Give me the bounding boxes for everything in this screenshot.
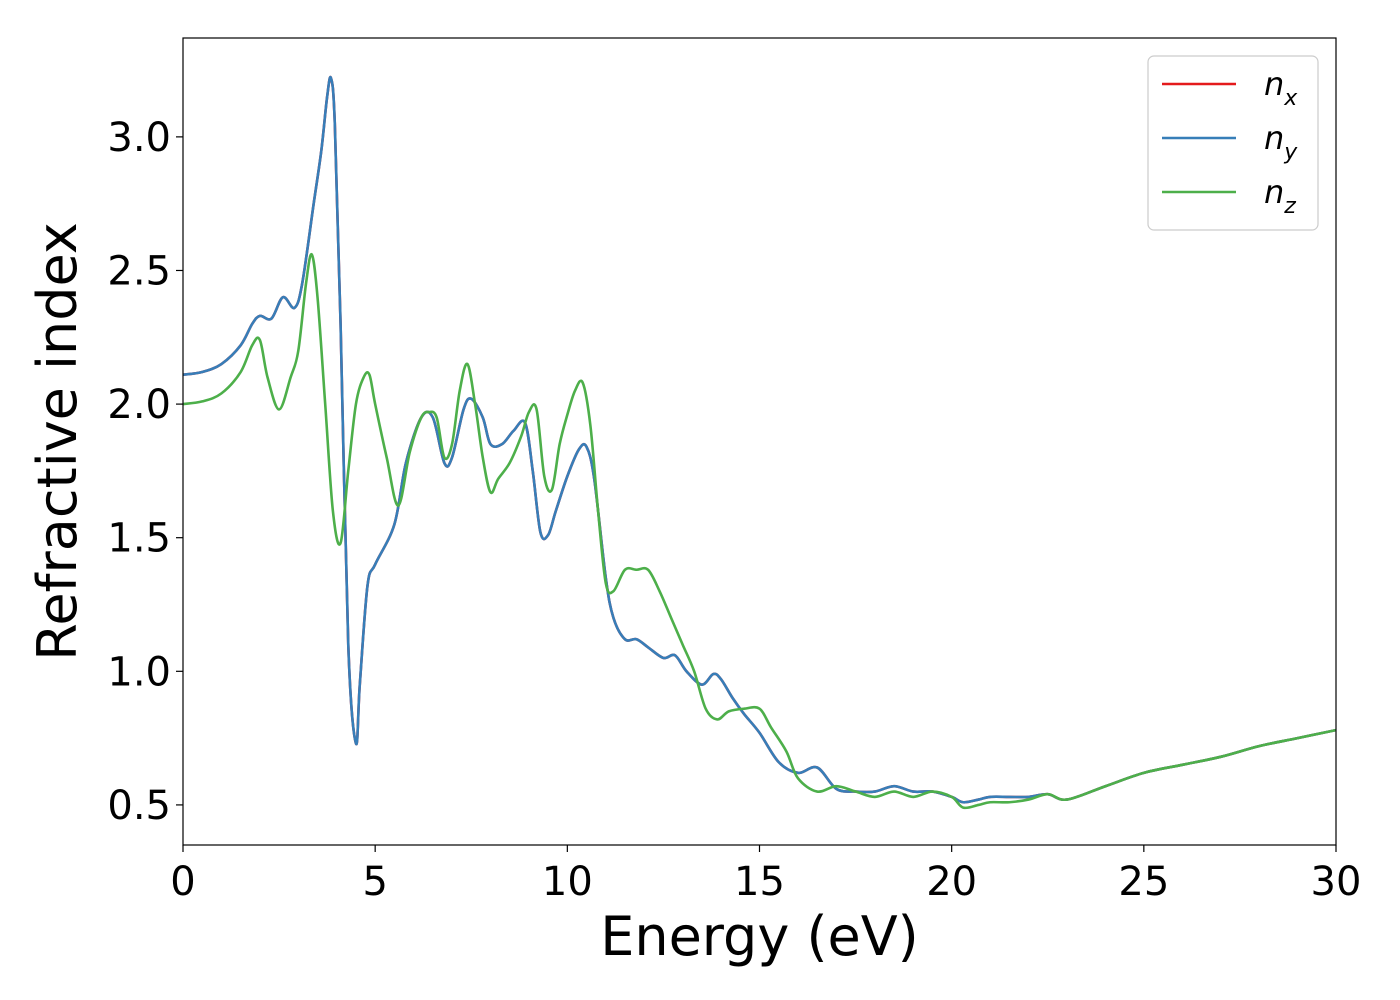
x-tick-label: 30: [1311, 859, 1362, 905]
x-tick-label: 5: [362, 859, 387, 905]
legend-label-z: nz: [1264, 173, 1296, 219]
y-tick-label: 2.0: [107, 382, 171, 428]
legend-label-y: ny: [1264, 119, 1298, 165]
y-tick-label: 1.5: [107, 516, 171, 562]
x-tick-label: 15: [734, 859, 785, 905]
x-axis-ticks: 0 5 10 15 20 25 30: [170, 845, 1361, 905]
x-tick-label: 25: [1118, 859, 1169, 905]
y-tick-label: 1.0: [107, 649, 171, 695]
x-tick-label: 10: [542, 859, 593, 905]
legend-box: [1147, 55, 1319, 231]
x-tick-label: 0: [170, 859, 195, 905]
legend: nx ny nz: [1147, 55, 1319, 231]
y-tick-label: 0.5: [107, 783, 171, 829]
y-axis-title: Refractive index: [26, 222, 89, 661]
y-axis-ticks: 0.5 1.0 1.5 2.0 2.5 3.0: [107, 115, 183, 829]
x-tick-label: 20: [926, 859, 977, 905]
series-line-z: [183, 253, 1336, 810]
y-tick-label: 3.0: [107, 115, 171, 161]
series-layer: [183, 75, 1336, 810]
legend-label-x: nx: [1264, 65, 1298, 111]
y-tick-label: 2.5: [107, 248, 171, 294]
x-axis-title: Energy (eV): [600, 905, 919, 968]
